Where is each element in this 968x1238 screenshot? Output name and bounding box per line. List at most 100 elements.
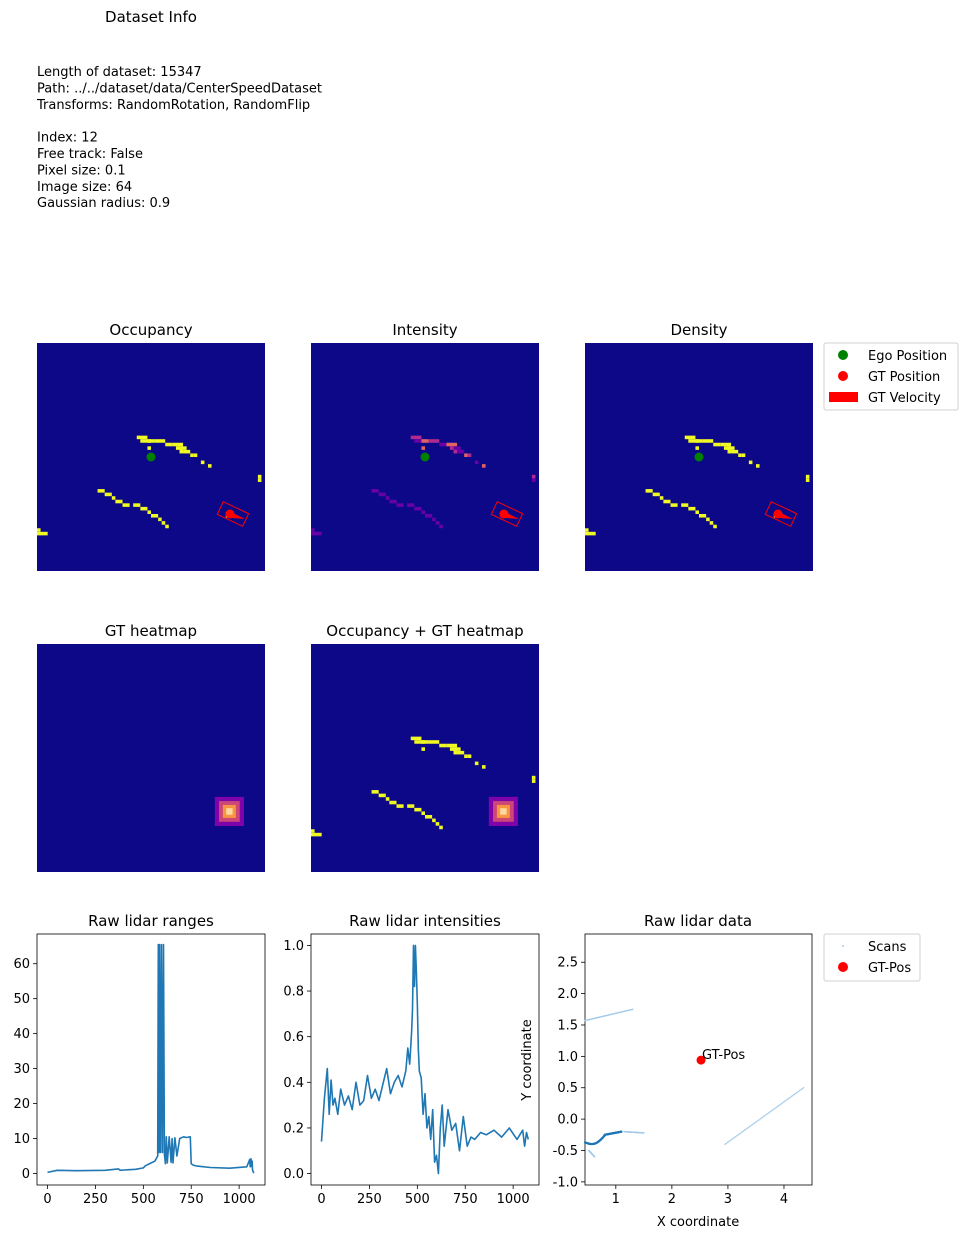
- obstacle-cell: [805, 474, 810, 479]
- obstacle-cell: [439, 743, 447, 748]
- scan-point: [742, 1130, 745, 1132]
- legend-ego-marker: [838, 350, 848, 360]
- obstacle-cell: [585, 531, 596, 536]
- scan-point: [784, 1100, 787, 1102]
- obstacle-cell: [183, 449, 191, 454]
- scan-point: [767, 1112, 770, 1114]
- y-tick-label: -1.0: [553, 1175, 578, 1190]
- heatmap-background: [37, 644, 265, 872]
- scan-point: [789, 1096, 792, 1098]
- obstacle-cell: [727, 449, 732, 454]
- obstacle-cell: [414, 506, 422, 511]
- heatmap-legend: Ego Position GT Position GT Velocity: [823, 342, 959, 411]
- gt-position-marker: [225, 509, 235, 519]
- obstacle-cell: [136, 435, 148, 440]
- scan-point: [620, 1130, 623, 1133]
- scan-point: [779, 1103, 781, 1106]
- obstacle-cell: [432, 818, 436, 823]
- gt-peak-cell: [226, 808, 233, 815]
- obstacle-cell: [453, 449, 458, 454]
- obstacle-cell: [407, 804, 415, 808]
- obstacle-cell: [165, 524, 169, 529]
- obstacle-cell: [531, 478, 536, 482]
- scan-point: [726, 1141, 729, 1144]
- info-line: Free track: False: [37, 147, 143, 162]
- obstacle-cell: [410, 736, 422, 741]
- obstacle-cell: [385, 496, 390, 500]
- x-tick-label: 750: [453, 1192, 478, 1207]
- heatmap-background: [311, 644, 539, 872]
- scan-point: [732, 1137, 734, 1140]
- gt-position-marker: [499, 509, 509, 519]
- gt-bounding-box: [490, 501, 524, 527]
- scan-point: [758, 1118, 760, 1121]
- scan-point: [740, 1132, 742, 1134]
- gt-pos-annotation: GT-Pos: [702, 1048, 745, 1063]
- occupancy-heatmap: [37, 343, 265, 571]
- info-line: Gaussian radius: 0.9: [37, 196, 170, 211]
- gt-bounding-box: [216, 501, 250, 527]
- intensity-title: Intensity: [392, 321, 457, 339]
- scan-point: [771, 1109, 774, 1112]
- scan-point: [745, 1128, 747, 1130]
- info-line: Image size: 64: [37, 180, 132, 195]
- density-heatmap: [585, 343, 813, 571]
- ego-position-marker: [694, 452, 704, 462]
- scatter-legend-box: [823, 933, 921, 982]
- ranges-title: Raw lidar ranges: [88, 912, 214, 930]
- density-title: Density: [670, 321, 727, 339]
- obstacle-cell: [727, 446, 735, 450]
- scan-point: [796, 1091, 798, 1094]
- obstacle-cell: [474, 761, 479, 766]
- obstacle-cell: [140, 439, 151, 443]
- scan-point: [738, 1133, 741, 1135]
- obstacle-cell: [378, 492, 386, 497]
- obstacle-cell: [453, 750, 458, 755]
- x-tick-label: 1000: [223, 1192, 256, 1207]
- scan-point: [764, 1114, 767, 1116]
- scan-point: [777, 1104, 780, 1107]
- gt-heatmap: [37, 644, 265, 872]
- y-tick-label: 40: [13, 1027, 30, 1042]
- scan-point: [781, 1101, 784, 1104]
- obstacle-cell: [659, 496, 664, 500]
- obstacle-cell: [464, 453, 468, 457]
- legend-gt-label: GT Position: [868, 370, 940, 385]
- obstacle-cell: [179, 446, 187, 450]
- legend-velocity-label: GT Velocity: [868, 391, 941, 406]
- obstacle-cell: [663, 499, 671, 504]
- scan-point: [780, 1102, 783, 1105]
- obstacle-cell: [37, 531, 48, 536]
- scan-point: [772, 1108, 775, 1111]
- obstacle-cell: [104, 492, 112, 497]
- obstacle-cell: [371, 489, 379, 493]
- obstacle-cell: [385, 797, 390, 801]
- obstacle-cell: [467, 453, 472, 457]
- obstacle-cell: [531, 775, 536, 780]
- scan-point: [774, 1107, 776, 1110]
- scan-point: [724, 1143, 726, 1146]
- scan-point: [728, 1140, 730, 1143]
- scan-point: [751, 1123, 754, 1126]
- scan-point: [737, 1134, 740, 1136]
- y-tick-label: 0.0: [557, 1113, 578, 1128]
- scan-point: [763, 1115, 766, 1117]
- ego-position-marker: [146, 452, 156, 462]
- y-tick-label: 20: [13, 1097, 30, 1112]
- obstacle-cell: [474, 460, 479, 465]
- obstacle-cell: [111, 496, 116, 500]
- obstacle-cell: [467, 754, 472, 758]
- obstacle-cell: [699, 514, 707, 518]
- obstacle-cell: [709, 521, 714, 525]
- gt-pos-marker: [696, 1055, 706, 1065]
- obstacle-cell: [425, 815, 433, 819]
- obstacle-cell: [446, 442, 458, 447]
- x-tick-label: 3: [724, 1192, 732, 1207]
- scan-point: [759, 1117, 762, 1120]
- x-tick-label: 2: [668, 1192, 676, 1207]
- scan-point: [794, 1092, 797, 1095]
- obstacle-cell: [154, 439, 166, 443]
- obstacle-cell: [421, 740, 429, 744]
- scan-point: [801, 1087, 804, 1090]
